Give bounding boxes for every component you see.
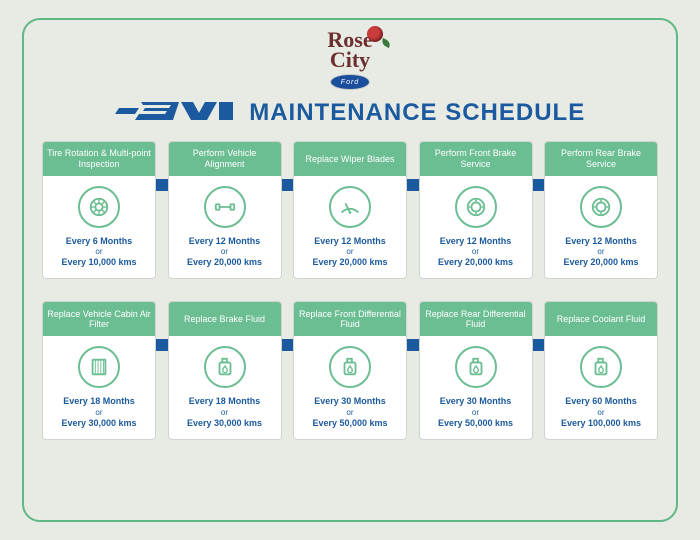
schedule-card: Replace Brake Fluid Every 18 Months orEver… (168, 301, 282, 440)
brake-icon (455, 186, 497, 228)
freq-kms: Every 20,000 kms (187, 257, 262, 267)
card-title: Perform Front Brake Service (420, 142, 532, 176)
freq-kms: Every 50,000 kms (312, 418, 387, 428)
schedule-card: Tire Rotation & Multi-point Inspection Ev… (42, 141, 156, 280)
schedule-card: Replace Front Differential Fluid Every 30… (293, 301, 407, 440)
freq-or: or (561, 408, 641, 418)
page-title: MAINTENANCE SCHEDULE (249, 99, 585, 127)
card-title: Replace Brake Fluid (169, 302, 281, 336)
rose-city-logo: Rose City (327, 30, 372, 70)
fluid-icon (580, 346, 622, 388)
freq-kms: Every 20,000 kms (438, 257, 513, 267)
tire-icon (78, 186, 120, 228)
freq-months: Every 12 Months (565, 236, 637, 246)
schedule-row-2: Replace Vehicle Cabin Air Filter Every 18… (42, 301, 658, 440)
schedule-card: Replace Vehicle Cabin Air Filter Every 18… (42, 301, 156, 440)
rose-icon (367, 26, 383, 42)
schedule-card: Replace Wiper Blades Every 12 MonthsorEve… (293, 141, 407, 280)
card-title: Replace Coolant Fluid (545, 302, 657, 336)
freq-kms: Every 30,000 kms (187, 418, 262, 428)
card-title: Perform Vehicle Alignment (169, 142, 281, 176)
freq-months: Every 12 Months (440, 236, 512, 246)
card-title: Replace Vehicle Cabin Air Filter (43, 302, 155, 336)
leaf-icon (380, 38, 392, 48)
outer-frame: Rose City Ford MAINTENANCE SCHEDULE Tire… (22, 18, 678, 522)
freq-kms: Every 30,000 kms (61, 418, 136, 428)
card-frequency: Every 12 MonthsorEvery 20,000 kms (308, 236, 391, 279)
brake-icon (580, 186, 622, 228)
freq-or: or (61, 408, 136, 418)
card-frequency: Every 12 MonthsorEvery 20,000 kms (434, 236, 517, 279)
card-title: Replace Front Differential Fluid (294, 302, 406, 336)
card-frequency: Every 30 Months orEvery 50,000 kms (308, 396, 391, 439)
card-frequency: Every 18 Months orEvery 30,000 kms (57, 396, 140, 439)
freq-kms: Every 20,000 kms (312, 257, 387, 267)
card-title: Replace Wiper Blades (294, 142, 406, 176)
card-frequency: Every 6 MonthsorEvery 10,000 kms (57, 236, 140, 279)
freq-kms: Every 20,000 kms (563, 257, 638, 267)
freq-months: Every 6 Months (66, 236, 133, 246)
ford-badge: Ford (330, 74, 370, 90)
card-title: Replace Rear Differential Fluid (420, 302, 532, 336)
freq-or: or (563, 247, 638, 257)
freq-or: or (61, 247, 136, 257)
schedule-card: Replace Rear Differential Fluid Every 30 … (419, 301, 533, 440)
card-frequency: Every 12 MonthsorEvery 20,000 kms (559, 236, 642, 279)
filter-icon (78, 346, 120, 388)
freq-months: Every 30 Months (440, 396, 512, 406)
card-frequency: Every 60 Months orEvery 100,000 kms (557, 396, 645, 439)
fluid-icon (204, 346, 246, 388)
freq-or: or (438, 408, 513, 418)
freq-months: Every 30 Months (314, 396, 386, 406)
logo-line2: City (330, 47, 370, 72)
fluid-icon (455, 346, 497, 388)
dealer-logo: Rose City Ford (42, 30, 658, 90)
card-frequency: Every 18 Months orEvery 30,000 kms (183, 396, 266, 439)
fluid-icon (329, 346, 371, 388)
schedule-grid: Tire Rotation & Multi-point Inspection Ev… (42, 141, 658, 440)
card-frequency: Every 30 Months orEvery 50,000 kms (434, 396, 517, 439)
title-row: MAINTENANCE SCHEDULE (42, 96, 658, 131)
freq-kms: Every 100,000 kms (561, 418, 641, 428)
ev-badge-icon (115, 96, 235, 131)
card-title: Tire Rotation & Multi-point Inspection (43, 142, 155, 176)
schedule-card: Perform Rear Brake Service Every 12 Month… (544, 141, 658, 280)
wiper-icon (329, 186, 371, 228)
schedule-row-1: Tire Rotation & Multi-point Inspection Ev… (42, 141, 658, 280)
schedule-card: Perform Front Brake Service Every 12 Mont… (419, 141, 533, 280)
freq-months: Every 12 Months (314, 236, 386, 246)
freq-or: or (187, 408, 262, 418)
card-frequency: Every 12 MonthsorEvery 20,000 kms (183, 236, 266, 279)
schedule-card: Replace Coolant Fluid Every 60 Months orEv… (544, 301, 658, 440)
freq-months: Every 60 Months (565, 396, 637, 406)
freq-or: or (187, 247, 262, 257)
freq-or: or (438, 247, 513, 257)
freq-kms: Every 10,000 kms (61, 257, 136, 267)
freq-or: or (312, 408, 387, 418)
schedule-card: Perform Vehicle Alignment Every 12 Months… (168, 141, 282, 280)
freq-months: Every 18 Months (189, 396, 261, 406)
card-title: Perform Rear Brake Service (545, 142, 657, 176)
freq-months: Every 18 Months (63, 396, 135, 406)
freq-or: or (312, 247, 387, 257)
freq-kms: Every 50,000 kms (438, 418, 513, 428)
alignment-icon (204, 186, 246, 228)
freq-months: Every 12 Months (189, 236, 261, 246)
